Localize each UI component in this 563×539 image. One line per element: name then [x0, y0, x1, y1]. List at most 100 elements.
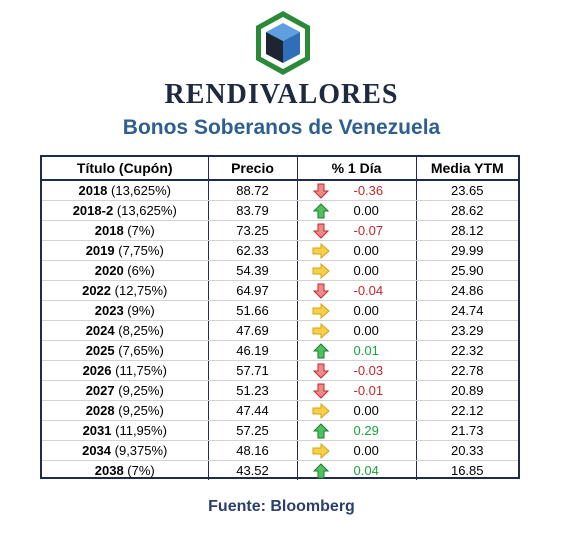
bond-title-cell: 2034 (9,375%) [42, 440, 209, 461]
bond-title-cell: 2025 (7,65%) [42, 340, 209, 361]
bond-title-cell: 2027 (9,25%) [42, 380, 209, 401]
change-value: 0.00 [353, 203, 379, 218]
yellow-right-arrow-icon [312, 442, 330, 460]
bond-title-cell: 2018 (13,625%) [42, 180, 209, 201]
change-cell: 0.00 [297, 440, 417, 461]
change-value: 0.01 [353, 343, 379, 358]
price-cell: 47.69 [208, 320, 298, 341]
change-value: -0.01 [353, 383, 384, 398]
ytm-cell: 22.32 [416, 340, 518, 361]
red-down-arrow-icon [312, 183, 330, 199]
bond-year: 2023 [94, 303, 124, 318]
table-row: 2026 (11,75%) 57.71 -0.03 22.78 [42, 360, 518, 381]
ytm-cell: 24.86 [416, 280, 518, 301]
price-cell: 46.19 [208, 340, 298, 361]
bond-coupon: (9%) [127, 303, 155, 318]
red-down-arrow-icon [312, 383, 330, 399]
bond-year: 2025 [85, 343, 115, 358]
bond-title-cell: 2026 (11,75%) [42, 360, 209, 381]
header-pct-1-dia: % 1 Día [297, 157, 417, 181]
change-value: 0.00 [353, 263, 379, 278]
table-row: 2027 (9,25%) 51.23 -0.01 20.89 [42, 380, 518, 401]
bond-coupon: (7%) [127, 223, 155, 238]
bond-year: 2027 [85, 383, 115, 398]
rendivalores-logo-icon [256, 11, 310, 75]
change-value: 0.00 [353, 243, 379, 258]
price-cell: 48.16 [208, 440, 298, 461]
table-row: 2028 (9,25%) 47.44 0.00 22.12 [42, 400, 518, 421]
bond-coupon: (9,25%) [118, 383, 164, 398]
price-cell: 83.79 [208, 200, 298, 221]
change-cell: 0.01 [297, 340, 417, 361]
page-title: Bonos Soberanos de Venezuela [122, 116, 441, 139]
bond-year: 2018 [94, 223, 124, 238]
price-cell: 64.97 [208, 280, 298, 301]
ytm-cell: 28.62 [416, 200, 518, 221]
yellow-right-arrow-icon [312, 402, 330, 420]
red-down-arrow-icon [312, 283, 330, 299]
red-down-arrow-icon [312, 223, 330, 239]
bond-title-cell: 2018-2 (13,625%) [42, 200, 209, 221]
ytm-cell: 22.12 [416, 400, 518, 421]
ytm-cell: 21.73 [416, 420, 518, 441]
bond-title-cell: 2018 (7%) [42, 220, 209, 241]
change-cell: 0.29 [297, 420, 417, 441]
change-cell: 0.00 [297, 260, 417, 281]
change-value: 0.04 [353, 463, 379, 478]
ytm-cell: 28.12 [416, 220, 518, 241]
bond-coupon: (8,25%) [118, 323, 164, 338]
ytm-cell: 20.33 [416, 440, 518, 461]
bond-year: 2019 [85, 243, 115, 258]
bond-title-cell: 2024 (8,25%) [42, 320, 209, 341]
table-row: 2031 (11,95%) 57.25 0.29 21.73 [42, 420, 518, 441]
change-value: -0.03 [353, 363, 384, 378]
bond-year: 2022 [82, 283, 112, 298]
bond-title-cell: 2028 (9,25%) [42, 400, 209, 421]
bond-title-cell: 2019 (7,75%) [42, 240, 209, 261]
yellow-right-arrow-icon [312, 262, 330, 280]
table-header-row: Título (Cupón) Precio % 1 Día Media YTM [42, 157, 518, 181]
table-row: 2022 (12,75%) 64.97 -0.04 24.86 [42, 280, 518, 301]
bond-year: 2024 [85, 323, 115, 338]
table-row: 2034 (9,375%) 48.16 0.00 20.33 [42, 440, 518, 461]
change-cell: 0.00 [297, 200, 417, 221]
change-value: 0.00 [353, 323, 379, 338]
bond-coupon: (7%) [127, 463, 155, 478]
bond-coupon: (11,75%) [115, 363, 167, 378]
bond-coupon: (6%) [127, 263, 155, 278]
price-cell: 57.71 [208, 360, 298, 381]
bond-year: 2034 [82, 443, 112, 458]
bond-year: 2018-2 [72, 203, 114, 218]
table-row: 2025 (7,65%) 46.19 0.01 22.32 [42, 340, 518, 361]
green-up-arrow-icon [312, 203, 330, 219]
table-row: 2018 (7%) 73.25 -0.07 28.12 [42, 220, 518, 241]
ytm-cell: 22.78 [416, 360, 518, 381]
bond-coupon: (7,65%) [118, 343, 164, 358]
price-cell: 88.72 [208, 180, 298, 201]
change-cell: -0.04 [297, 280, 417, 301]
table-row: 2019 (7,75%) 62.33 0.00 29.99 [42, 240, 518, 261]
ytm-cell: 24.74 [416, 300, 518, 321]
bond-year: 2028 [85, 403, 115, 418]
change-value: -0.04 [353, 283, 384, 298]
change-value: 0.00 [353, 303, 379, 318]
price-cell: 73.25 [208, 220, 298, 241]
red-down-arrow-icon [312, 363, 330, 379]
source-note: Fuente: Bloomberg [208, 498, 355, 515]
table-row: 2038 (7%) 43.52 0.04 16.85 [42, 460, 518, 480]
yellow-right-arrow-icon [312, 302, 330, 320]
bond-coupon: (11,95%) [115, 423, 167, 438]
change-cell: -0.36 [297, 180, 417, 201]
bond-coupon: (9,25%) [118, 403, 164, 418]
price-cell: 51.23 [208, 380, 298, 401]
bond-title-cell: 2022 (12,75%) [42, 280, 209, 301]
table-row: 2018-2 (13,625%) 83.79 0.00 28.62 [42, 200, 518, 221]
bond-coupon: (13,625%) [111, 183, 172, 198]
bonds-table: Título (Cupón) Precio % 1 Día Media YTM … [40, 155, 520, 480]
header-precio: Precio [208, 157, 298, 181]
bond-coupon: (7,75%) [118, 243, 164, 258]
header-titulo: Título (Cupón) [42, 157, 209, 181]
change-cell: -0.07 [297, 220, 417, 241]
bond-title-cell: 2038 (7%) [42, 460, 209, 480]
ytm-cell: 20.89 [416, 380, 518, 401]
